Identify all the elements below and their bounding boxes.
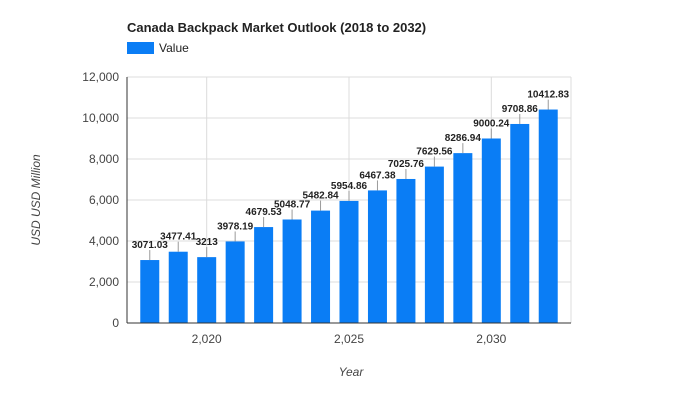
data-label: 9000.24 <box>473 118 510 129</box>
data-label: 5482.84 <box>302 191 339 202</box>
data-label: 6467.38 <box>359 170 396 181</box>
bar <box>339 200 359 323</box>
data-label: 4679.53 <box>246 207 283 218</box>
data-label: 9708.86 <box>502 104 539 115</box>
bar <box>225 241 245 323</box>
bar <box>197 257 217 323</box>
x-tick-label: 2,025 <box>334 332 364 346</box>
x-axis-title: Year <box>339 365 365 379</box>
legend-label-value: Value <box>159 41 189 55</box>
data-label: 3213 <box>196 237 219 248</box>
bar <box>367 190 387 323</box>
data-label: 5954.86 <box>331 181 368 192</box>
y-tick-label: 8,000 <box>89 152 119 166</box>
data-label: 3978.19 <box>217 221 254 232</box>
bar <box>140 260 160 323</box>
bar <box>510 123 530 323</box>
bar <box>396 178 416 323</box>
bar <box>254 227 274 323</box>
bar <box>453 153 473 323</box>
x-tick-label: 2,030 <box>476 332 506 346</box>
x-tick-label: 2,020 <box>192 332 222 346</box>
data-label: 3071.03 <box>132 240 169 251</box>
data-label: 7025.76 <box>388 159 425 170</box>
data-label: 7629.56 <box>416 147 453 158</box>
legend-swatch-value <box>127 42 154 54</box>
bar <box>481 138 501 323</box>
axes <box>126 77 571 324</box>
x-axis-ticks: 2,020 2,025 2,030 <box>192 332 507 346</box>
y-tick-label: 0 <box>112 316 119 330</box>
y-tick-label: 10,000 <box>82 111 119 125</box>
y-tick-label: 6,000 <box>89 193 119 207</box>
bar <box>424 166 444 323</box>
y-axis-ticks: 0 2,000 4,000 6,000 8,000 10,000 12,000 <box>82 70 119 330</box>
bar <box>311 210 331 323</box>
y-tick-label: 2,000 <box>89 275 119 289</box>
data-label: 10412.83 <box>527 90 569 101</box>
data-label: 8286.94 <box>445 133 482 144</box>
data-label: 3477.41 <box>160 232 197 243</box>
bar <box>282 219 302 323</box>
chart-title: Canada Backpack Market Outlook (2018 to … <box>127 20 426 35</box>
bar <box>538 109 558 323</box>
bar <box>168 251 188 323</box>
y-axis-title: USD USD Million <box>29 154 43 246</box>
y-tick-label: 4,000 <box>89 234 119 248</box>
y-tick-label: 12,000 <box>82 70 119 84</box>
bars <box>140 109 558 323</box>
data-label: 5048.77 <box>274 200 311 211</box>
